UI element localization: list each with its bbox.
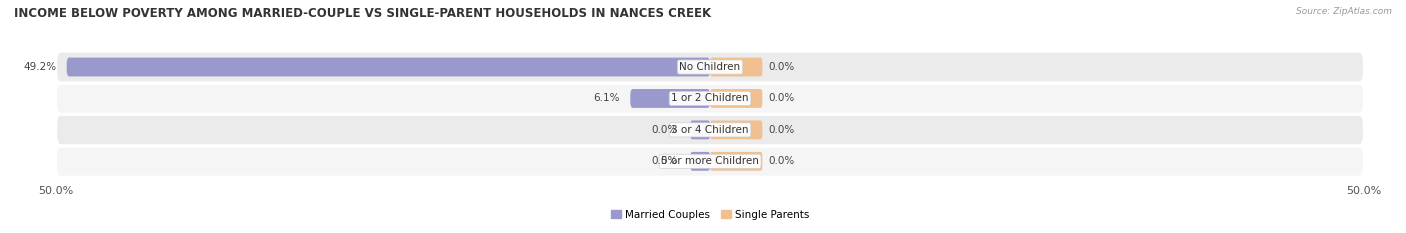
Text: 0.0%: 0.0% [651, 156, 678, 166]
FancyBboxPatch shape [630, 89, 710, 108]
FancyBboxPatch shape [710, 120, 762, 139]
Text: 0.0%: 0.0% [769, 156, 796, 166]
Text: 0.0%: 0.0% [769, 62, 796, 72]
Text: 6.1%: 6.1% [593, 93, 620, 103]
Text: 3 or 4 Children: 3 or 4 Children [671, 125, 749, 135]
FancyBboxPatch shape [710, 152, 762, 171]
Text: 5 or more Children: 5 or more Children [661, 156, 759, 166]
Text: 0.0%: 0.0% [651, 125, 678, 135]
FancyBboxPatch shape [690, 120, 710, 139]
Text: Source: ZipAtlas.com: Source: ZipAtlas.com [1296, 7, 1392, 16]
Text: 0.0%: 0.0% [769, 93, 796, 103]
FancyBboxPatch shape [56, 114, 1364, 145]
Text: 0.0%: 0.0% [769, 125, 796, 135]
FancyBboxPatch shape [710, 89, 762, 108]
Text: 49.2%: 49.2% [22, 62, 56, 72]
FancyBboxPatch shape [690, 152, 710, 171]
Text: No Children: No Children [679, 62, 741, 72]
FancyBboxPatch shape [710, 58, 762, 76]
FancyBboxPatch shape [56, 146, 1364, 177]
FancyBboxPatch shape [66, 58, 710, 76]
Text: 1 or 2 Children: 1 or 2 Children [671, 93, 749, 103]
FancyBboxPatch shape [56, 52, 1364, 82]
Text: INCOME BELOW POVERTY AMONG MARRIED-COUPLE VS SINGLE-PARENT HOUSEHOLDS IN NANCES : INCOME BELOW POVERTY AMONG MARRIED-COUPL… [14, 7, 711, 20]
Legend: Married Couples, Single Parents: Married Couples, Single Parents [606, 206, 814, 224]
FancyBboxPatch shape [56, 83, 1364, 114]
